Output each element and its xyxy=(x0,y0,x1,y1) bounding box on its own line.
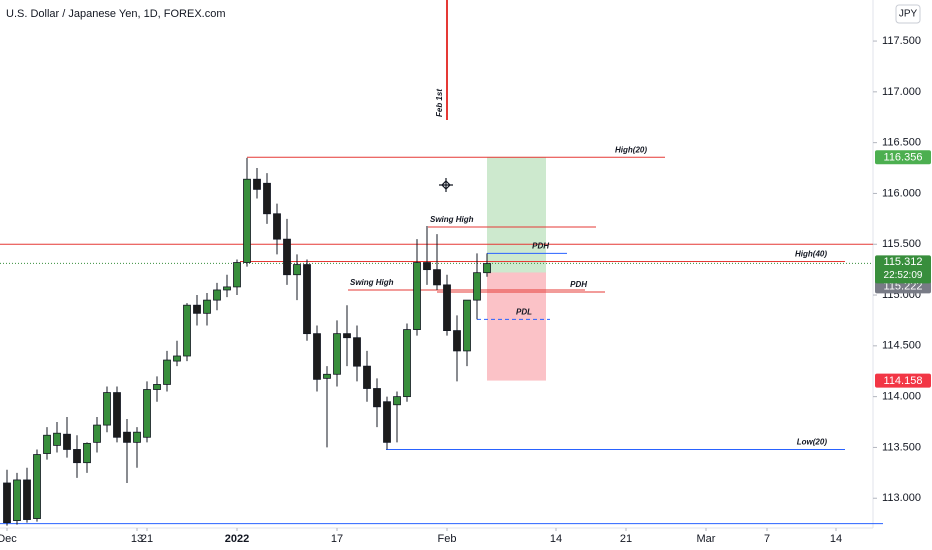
current-price-tag xyxy=(875,255,931,284)
candle-body xyxy=(463,299,471,352)
level-label: PDH xyxy=(532,241,549,250)
candle-body xyxy=(143,389,151,438)
candle-body xyxy=(33,454,41,519)
candle-body xyxy=(283,238,291,276)
level-label: Low(20) xyxy=(797,438,828,447)
candle-body xyxy=(433,269,441,286)
price-tag xyxy=(875,150,931,165)
x-tick-label: 17 xyxy=(331,533,343,545)
x-tick-label: Feb xyxy=(438,533,457,545)
candle-body xyxy=(23,479,31,520)
price-tag-label: 114.158 xyxy=(884,375,923,387)
candle-body xyxy=(413,262,421,330)
level-label: PDH xyxy=(570,280,587,289)
candle-body xyxy=(63,433,71,450)
candle-body xyxy=(153,384,161,390)
x-tick-label: 7 xyxy=(764,533,770,545)
y-tick-label: 115.500 xyxy=(882,238,921,250)
candle-body xyxy=(323,373,331,379)
candle-body xyxy=(193,304,201,314)
candle-body xyxy=(353,337,361,367)
level-label: High(20) xyxy=(615,145,647,154)
candle-body xyxy=(273,213,281,240)
candle-body xyxy=(483,263,491,274)
candle-body xyxy=(13,479,21,521)
candle-body xyxy=(303,264,311,335)
price-tag xyxy=(875,373,931,388)
y-tick-label: 117.500 xyxy=(882,35,921,47)
vertical-marker-label: Feb 1st xyxy=(435,89,444,117)
x-tick-label: 14 xyxy=(550,533,562,545)
level-label: High(40) xyxy=(795,250,827,259)
countdown-label: 22:52:09 xyxy=(884,270,923,281)
candle-body xyxy=(243,178,251,263)
candle-body xyxy=(213,289,221,301)
level-label: Swing High xyxy=(350,278,394,287)
candle-body xyxy=(263,182,271,215)
candle-body xyxy=(253,178,261,190)
candle-body xyxy=(203,299,211,314)
position-stop-zone xyxy=(487,272,546,381)
y-tick-label: 113.000 xyxy=(882,492,921,504)
y-tick-label: 116.000 xyxy=(882,187,921,199)
candle-body xyxy=(233,262,241,288)
candle-body xyxy=(393,396,401,406)
candle-body xyxy=(3,482,11,524)
candle-body xyxy=(293,264,301,276)
candle-body xyxy=(123,431,131,443)
candle-body xyxy=(373,388,381,408)
y-tick-label: 116.500 xyxy=(882,137,921,149)
candle-body xyxy=(133,431,141,443)
x-tick-label: 21 xyxy=(141,533,153,545)
current-price-label: 115.312 xyxy=(884,256,923,268)
candle-body xyxy=(43,434,51,454)
price-tag-label: 116.356 xyxy=(884,152,923,164)
currency-button[interactable] xyxy=(895,4,921,24)
currency-label[interactable]: JPY xyxy=(899,9,918,20)
candle-body xyxy=(53,432,61,446)
candle-body xyxy=(343,333,351,339)
price-tag-label: 115.222 xyxy=(884,281,923,293)
candle-body xyxy=(363,365,371,389)
candle-body xyxy=(163,359,171,385)
y-tick-label: 113.500 xyxy=(882,441,921,453)
candle-body xyxy=(333,333,341,375)
y-tick-label: 114.000 xyxy=(882,391,921,403)
candle-body xyxy=(73,449,81,464)
candle-body xyxy=(423,262,431,271)
candle-body xyxy=(83,442,91,464)
x-tick-label: Mar xyxy=(697,533,716,545)
y-tick-label: 114.500 xyxy=(882,340,921,352)
crosshair-icon xyxy=(439,178,453,192)
x-tick-label: 21 xyxy=(620,533,632,545)
candle-body xyxy=(223,286,231,291)
candle-body xyxy=(473,272,481,301)
x-tick-label: 14 xyxy=(830,533,842,545)
position-target-zone xyxy=(487,157,546,273)
candle-body xyxy=(183,304,191,357)
chart-title: U.S. Dollar / Japanese Yen, 1D, FOREX.co… xyxy=(6,8,226,20)
candle-body xyxy=(403,329,411,398)
y-tick-label: 117.000 xyxy=(882,86,921,98)
candle-body xyxy=(313,333,321,380)
level-label: Swing High xyxy=(430,215,474,224)
candle-body xyxy=(443,284,451,331)
candle-body xyxy=(93,424,101,443)
candle-body xyxy=(383,401,391,443)
candle-body xyxy=(103,392,111,426)
x-tick-label: 2022 xyxy=(225,533,249,545)
candle-body xyxy=(113,392,121,438)
x-tick-label: Dec xyxy=(0,533,17,545)
candle-body xyxy=(453,330,461,352)
x-tick-label: 13 xyxy=(131,533,143,545)
candle-body xyxy=(173,355,181,362)
level-label: PDL xyxy=(516,308,532,317)
